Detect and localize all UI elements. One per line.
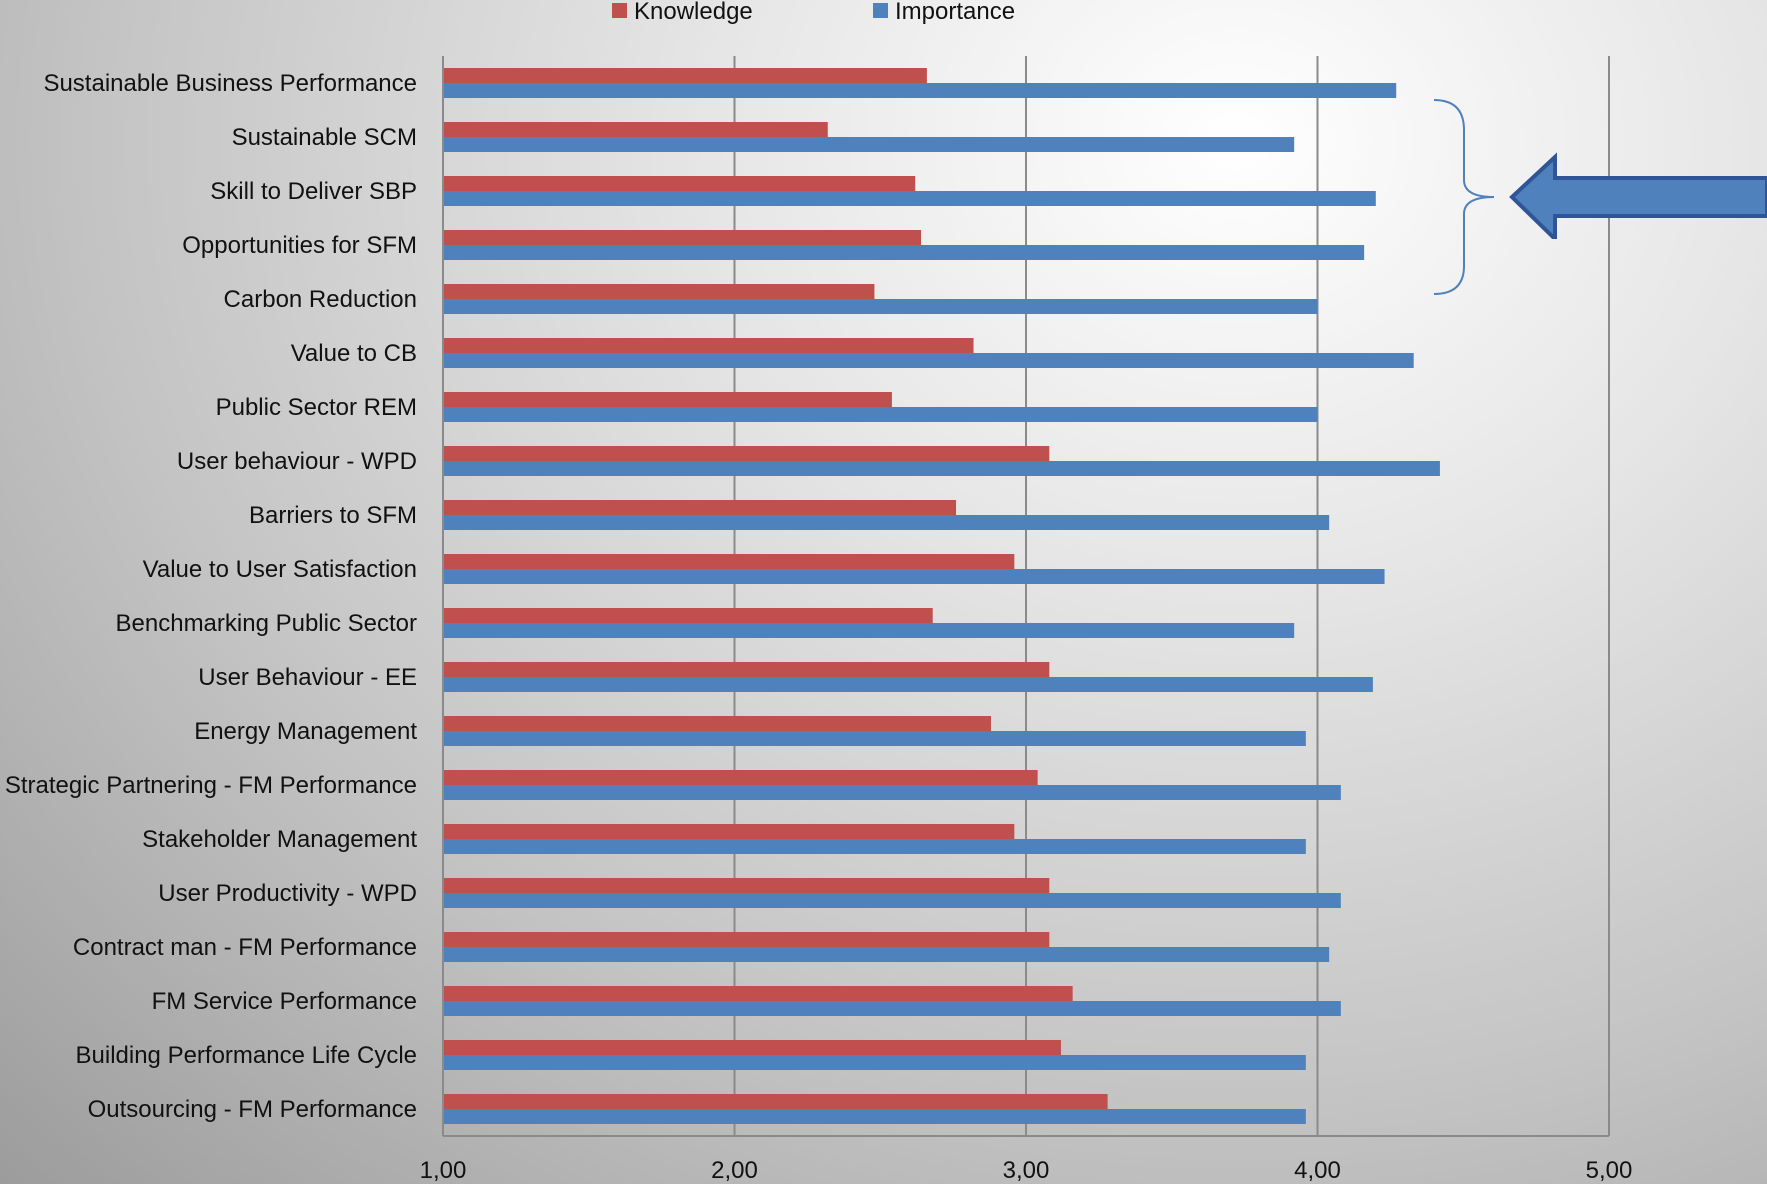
bar-importance-outsourcing-fm-performance [443, 1109, 1306, 1124]
bars [443, 68, 1440, 1124]
category-label: Public Sector REM [216, 394, 417, 421]
bar-importance-user-behaviour-wpd [443, 461, 1440, 476]
bar-importance-value-to-user-satisfaction [443, 569, 1385, 584]
category-label: Contract man - FM Performance [73, 934, 417, 961]
bar-importance-user-behaviour-ee [443, 677, 1373, 692]
bar-importance-contract-man-fm-performance [443, 947, 1330, 962]
legend: Knowledge Importance [612, 0, 1015, 25]
bar-knowledge-building-performance-life-cycle [443, 1040, 1061, 1055]
arrow-left-icon [1509, 152, 1767, 239]
category-label: Barriers to SFM [249, 502, 417, 529]
bar-importance-energy-management [443, 731, 1306, 746]
category-label: FM Service Performance [152, 988, 417, 1015]
bar-knowledge-strategic-partnering-fm-performance [443, 770, 1038, 785]
bracket-annotation [1433, 99, 1495, 295]
bar-knowledge-value-to-cb [443, 338, 974, 353]
category-label: Opportunities for SFM [182, 232, 417, 259]
gridlines [733, 56, 1610, 1136]
legend-label-knowledge: Knowledge [634, 0, 753, 25]
category-label: Building Performance Life Cycle [76, 1042, 418, 1069]
bar-knowledge-user-behaviour-wpd [443, 446, 1050, 461]
category-label: User Productivity - WPD [158, 880, 417, 907]
category-label: Energy Management [194, 718, 417, 745]
category-labels: Sustainable Business Performance Sustaina… [5, 70, 417, 1123]
bar-knowledge-fm-service-performance [443, 986, 1073, 1001]
bar-importance-user-productivity-wpd [443, 893, 1341, 908]
x-tick-label: 4,00 [1294, 1157, 1341, 1184]
bar-knowledge-energy-management [443, 716, 992, 731]
category-label: Sustainable Business Performance [43, 70, 417, 97]
bar-importance-sustainable-business-performance [443, 83, 1397, 98]
category-label: Stakeholder Management [142, 826, 417, 853]
bar-importance-public-sector-rem [443, 407, 1318, 422]
bar-knowledge-outsourcing-fm-performance [443, 1094, 1108, 1109]
category-label: Carbon Reduction [224, 286, 417, 313]
legend-swatch-knowledge [612, 3, 627, 18]
bar-importance-carbon-reduction [443, 299, 1318, 314]
bar-knowledge-stakeholder-management [443, 824, 1015, 839]
bar-importance-building-performance-life-cycle [443, 1055, 1306, 1070]
bar-knowledge-contract-man-fm-performance [443, 932, 1050, 947]
bar-importance-stakeholder-management [443, 839, 1306, 854]
bar-importance-sustainable-scm [443, 137, 1295, 152]
bar-knowledge-skill-to-deliver-sbp [443, 176, 916, 191]
bar-importance-fm-service-performance [443, 1001, 1341, 1016]
bar-knowledge-sustainable-business-performance [443, 68, 927, 83]
bar-importance-opportunities-for-sfm [443, 245, 1365, 260]
bar-knowledge-value-to-user-satisfaction [443, 554, 1015, 569]
x-tick-label: 5,00 [1586, 1157, 1633, 1184]
category-label: User Behaviour - EE [198, 664, 417, 691]
bar-knowledge-public-sector-rem [443, 392, 892, 407]
category-label: Value to User Satisfaction [143, 556, 417, 583]
category-label: Skill to Deliver SBP [210, 178, 417, 205]
category-label: Value to CB [291, 340, 417, 367]
bar-knowledge-opportunities-for-sfm [443, 230, 922, 245]
category-label: Benchmarking Public Sector [116, 610, 417, 637]
bar-knowledge-user-productivity-wpd [443, 878, 1050, 893]
category-label: User behaviour - WPD [177, 448, 417, 475]
x-tick-label: 2,00 [711, 1157, 758, 1184]
category-label: Sustainable SCM [232, 124, 417, 151]
bar-importance-benchmarking-public-sector [443, 623, 1295, 638]
category-label: Strategic Partnering - FM Performance [5, 772, 417, 799]
bar-knowledge-sustainable-scm [443, 122, 828, 137]
bar-importance-strategic-partnering-fm-performance [443, 785, 1341, 800]
x-tick-labels: 1,00 2,00 3,00 4,00 5,00 [420, 1157, 1633, 1184]
legend-swatch-importance [873, 3, 888, 18]
bar-importance-barriers-to-sfm [443, 515, 1330, 530]
bar-knowledge-carbon-reduction [443, 284, 875, 299]
bar-importance-value-to-cb [443, 353, 1414, 368]
bar-knowledge-barriers-to-sfm [443, 500, 957, 515]
x-tick-label: 1,00 [420, 1157, 467, 1184]
bar-knowledge-user-behaviour-ee [443, 662, 1050, 677]
bar-importance-skill-to-deliver-sbp [443, 191, 1376, 206]
bar-knowledge-benchmarking-public-sector [443, 608, 933, 623]
legend-label-importance: Importance [895, 0, 1015, 25]
x-tick-label: 3,00 [1003, 1157, 1050, 1184]
category-label: Outsourcing - FM Performance [88, 1096, 417, 1123]
